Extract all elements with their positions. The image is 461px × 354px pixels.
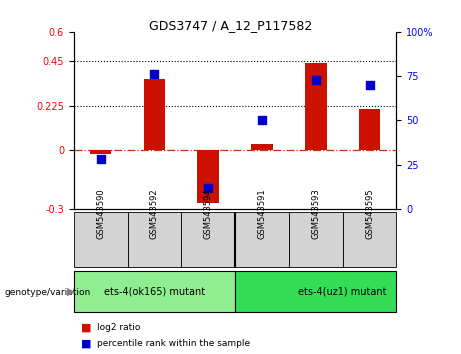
Text: GSM543591: GSM543591 — [258, 188, 266, 239]
Text: GSM543594: GSM543594 — [204, 188, 213, 239]
Text: GSM543595: GSM543595 — [365, 188, 374, 239]
Bar — [305, 63, 326, 150]
Text: log2 ratio: log2 ratio — [97, 323, 140, 332]
Point — [97, 156, 104, 162]
Point — [205, 185, 212, 190]
Bar — [74, 212, 128, 267]
Point — [366, 82, 373, 88]
Text: GDS3747 / A_12_P117582: GDS3747 / A_12_P117582 — [149, 19, 312, 33]
Bar — [235, 271, 396, 312]
Text: GSM543590: GSM543590 — [96, 188, 105, 239]
Bar — [289, 212, 343, 267]
Bar — [128, 212, 181, 267]
Bar — [74, 271, 235, 312]
Bar — [359, 109, 380, 150]
Bar — [343, 212, 396, 267]
Text: ets-4(uz1) mutant: ets-4(uz1) mutant — [298, 286, 387, 296]
Text: GSM543593: GSM543593 — [311, 188, 320, 239]
Bar — [251, 144, 273, 150]
Point — [258, 118, 266, 123]
Bar — [144, 79, 165, 150]
Point — [312, 77, 319, 82]
Point — [151, 72, 158, 77]
Bar — [90, 150, 112, 154]
Text: ■: ■ — [81, 338, 91, 348]
Bar — [197, 150, 219, 203]
Bar — [181, 212, 235, 267]
Text: ets-4(ok165) mutant: ets-4(ok165) mutant — [104, 286, 205, 296]
Text: genotype/variation: genotype/variation — [5, 287, 91, 297]
Text: ■: ■ — [81, 322, 91, 332]
Text: GSM543592: GSM543592 — [150, 188, 159, 239]
Text: ▶: ▶ — [67, 287, 76, 297]
Text: percentile rank within the sample: percentile rank within the sample — [97, 339, 250, 348]
Bar — [235, 212, 289, 267]
